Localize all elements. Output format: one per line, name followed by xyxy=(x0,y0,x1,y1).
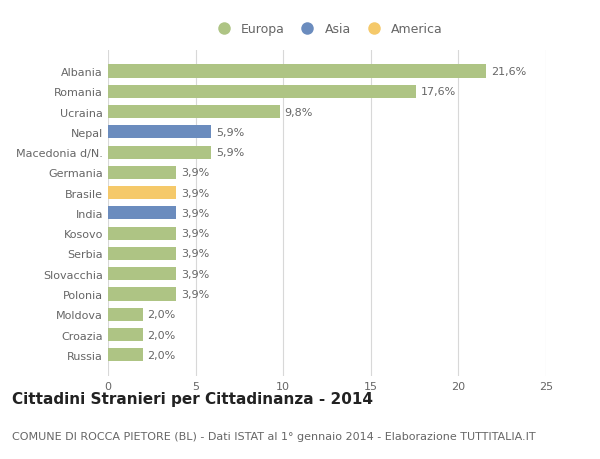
Text: 2,0%: 2,0% xyxy=(148,309,176,319)
Text: 17,6%: 17,6% xyxy=(421,87,456,97)
Bar xyxy=(108,146,211,159)
Bar xyxy=(108,85,416,99)
Bar xyxy=(108,328,143,341)
Bar xyxy=(108,167,176,179)
Text: 21,6%: 21,6% xyxy=(491,67,526,77)
Bar xyxy=(108,268,176,280)
Text: 3,9%: 3,9% xyxy=(181,289,209,299)
Bar xyxy=(108,288,176,301)
Bar xyxy=(108,106,280,119)
Bar xyxy=(108,308,143,321)
Legend: Europa, Asia, America: Europa, Asia, America xyxy=(209,21,445,39)
Bar xyxy=(108,65,487,78)
Text: 3,9%: 3,9% xyxy=(181,269,209,279)
Bar xyxy=(108,126,211,139)
Text: 2,0%: 2,0% xyxy=(148,330,176,340)
Bar xyxy=(108,348,143,362)
Text: 5,9%: 5,9% xyxy=(216,148,244,158)
Bar xyxy=(108,227,176,240)
Text: 9,8%: 9,8% xyxy=(284,107,313,118)
Text: 3,9%: 3,9% xyxy=(181,168,209,178)
Bar xyxy=(108,207,176,220)
Text: 3,9%: 3,9% xyxy=(181,188,209,198)
Text: 3,9%: 3,9% xyxy=(181,229,209,239)
Text: Cittadini Stranieri per Cittadinanza - 2014: Cittadini Stranieri per Cittadinanza - 2… xyxy=(12,391,373,406)
Text: 3,9%: 3,9% xyxy=(181,208,209,218)
Text: 3,9%: 3,9% xyxy=(181,249,209,259)
Bar xyxy=(108,187,176,200)
Text: 5,9%: 5,9% xyxy=(216,128,244,138)
Text: COMUNE DI ROCCA PIETORE (BL) - Dati ISTAT al 1° gennaio 2014 - Elaborazione TUTT: COMUNE DI ROCCA PIETORE (BL) - Dati ISTA… xyxy=(12,431,536,441)
Text: 2,0%: 2,0% xyxy=(148,350,176,360)
Bar xyxy=(108,247,176,260)
